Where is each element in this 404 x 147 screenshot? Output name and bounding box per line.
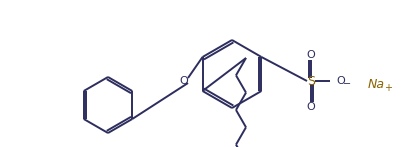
Text: O: O bbox=[307, 102, 316, 112]
Text: S: S bbox=[307, 75, 315, 87]
Text: O: O bbox=[336, 76, 345, 86]
Text: O: O bbox=[307, 50, 316, 60]
Text: −: − bbox=[343, 79, 351, 89]
Text: +: + bbox=[384, 83, 392, 93]
Text: O: O bbox=[180, 76, 188, 86]
Text: Na: Na bbox=[368, 77, 385, 91]
